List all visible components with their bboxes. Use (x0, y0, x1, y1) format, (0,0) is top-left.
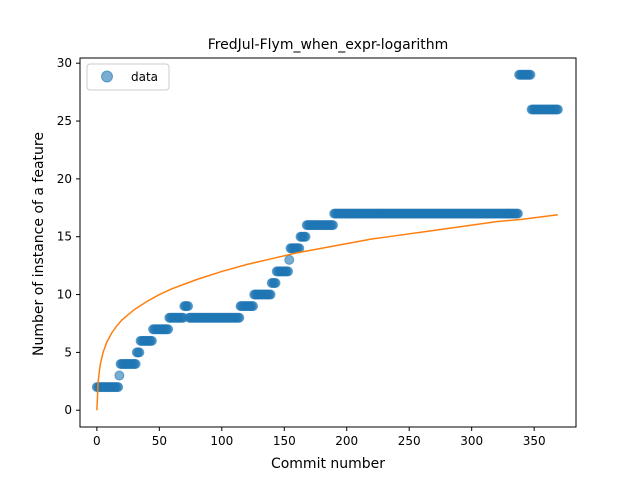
data-point (284, 254, 295, 265)
data-point (163, 324, 174, 335)
data-series (91, 69, 563, 393)
y-axis: 0 5 10 15 20 25 30 (57, 56, 80, 417)
data-point (134, 347, 145, 358)
data-point (328, 220, 338, 231)
data-point (300, 231, 311, 242)
x-tick-label: 350 (523, 434, 546, 448)
data-point (183, 301, 194, 312)
x-tick-label: 200 (335, 434, 358, 448)
data-point (283, 266, 294, 277)
y-tick-label: 15 (57, 230, 72, 244)
x-tick-label: 100 (210, 434, 233, 448)
data-point (114, 370, 125, 381)
legend-marker (101, 70, 113, 83)
data-point (146, 335, 157, 346)
data-point (525, 69, 536, 80)
data-point (130, 358, 141, 369)
x-axis: 0 50 100 150 200 250 300 350 (93, 427, 546, 448)
x-tick-label: 300 (460, 434, 483, 448)
legend: data (86, 63, 170, 91)
y-tick-label: 20 (57, 172, 72, 186)
legend-frame (86, 63, 170, 91)
y-tick-label: 25 (57, 114, 72, 128)
x-axis-label: Commit number (271, 456, 385, 472)
x-tick-label: 150 (273, 434, 296, 448)
x-tick-label: 50 (152, 434, 167, 448)
data-point (234, 312, 245, 323)
data-point (265, 289, 276, 300)
data-point (113, 382, 124, 393)
y-tick-label: 0 (64, 403, 72, 417)
y-tick-label: 30 (57, 56, 72, 70)
plot-area (79, 57, 577, 428)
y-tick-label: 5 (64, 345, 72, 359)
chart-title: FredJul-Flym_when_expr-logarithm (208, 37, 449, 53)
plot-frame (79, 57, 577, 428)
data-point (248, 301, 259, 312)
x-tick-label: 0 (93, 434, 101, 448)
data-point (270, 277, 281, 288)
y-axis-label: Number of instance of a feature (31, 132, 47, 356)
data-point (512, 208, 523, 219)
y-tick-label: 10 (57, 288, 72, 302)
data-point (552, 104, 563, 115)
fit-line (96, 213, 558, 411)
legend-label-data: data (131, 70, 158, 84)
x-tick-label: 250 (398, 434, 421, 448)
